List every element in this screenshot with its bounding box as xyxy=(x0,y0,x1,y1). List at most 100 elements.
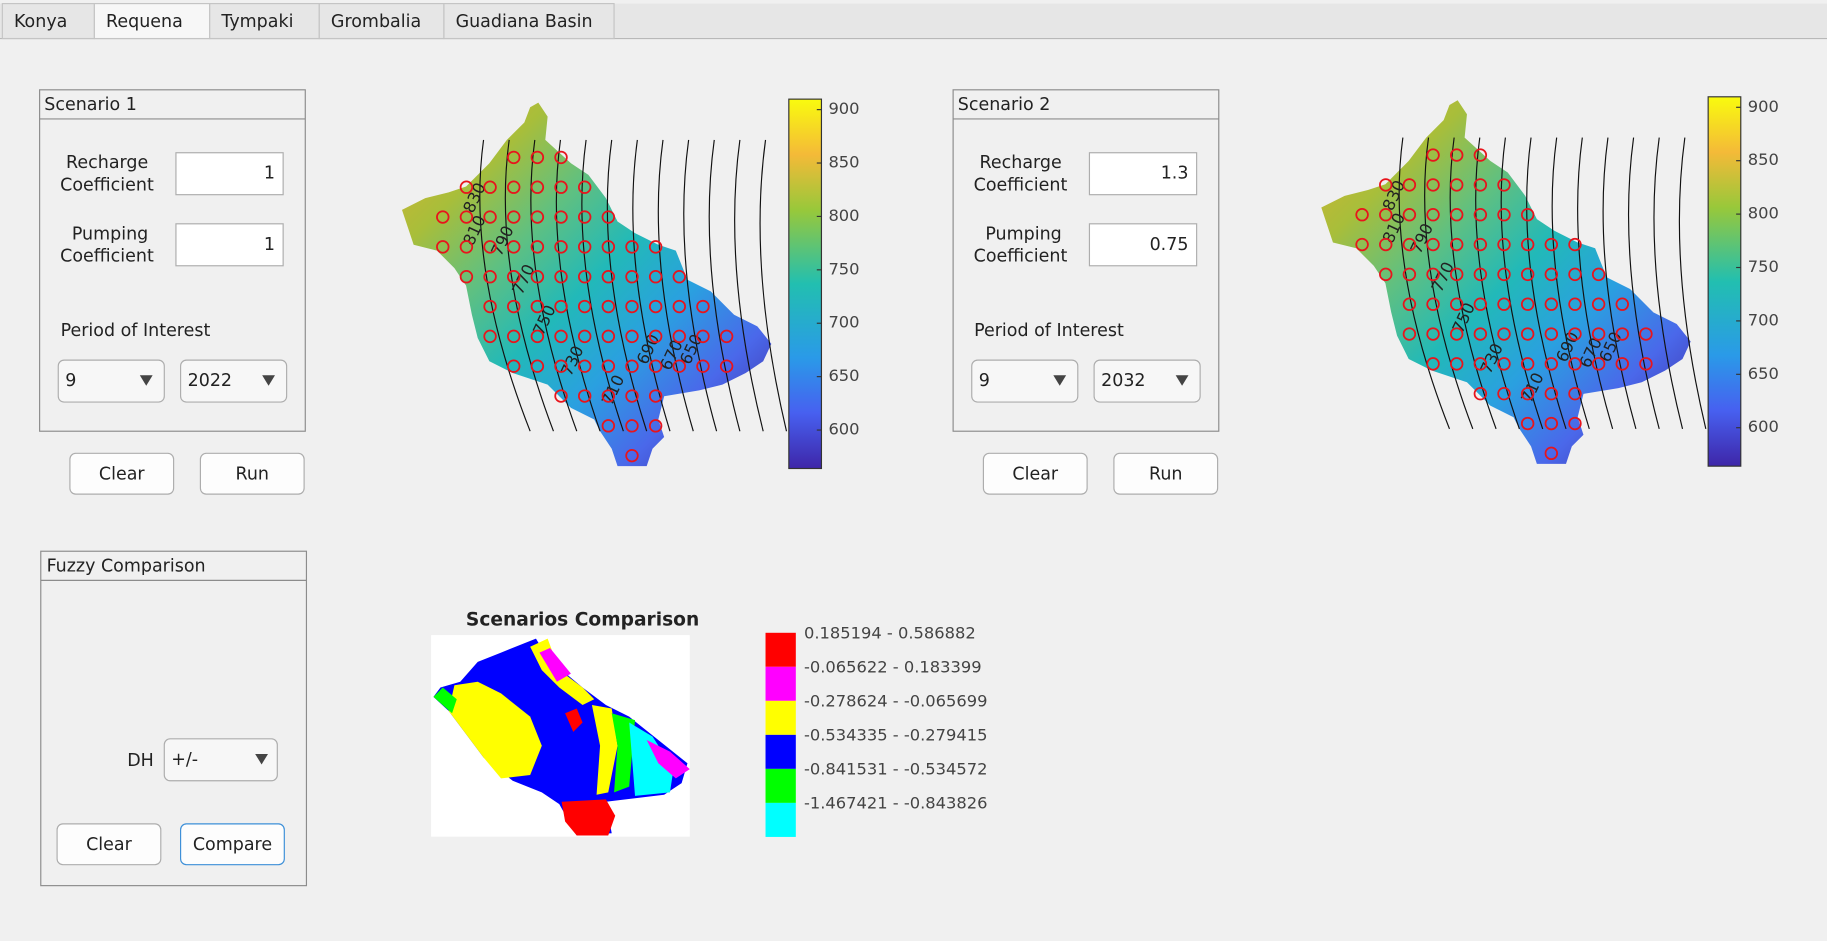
dh-dropdown[interactable] xyxy=(163,738,278,782)
well-marker xyxy=(1544,357,1559,371)
aquifer-map xyxy=(401,102,772,467)
contour-line xyxy=(683,139,718,432)
contour-line xyxy=(530,139,578,432)
button-label: Clear xyxy=(1012,464,1059,484)
year-dropdown[interactable] xyxy=(1093,359,1201,403)
well-marker xyxy=(696,299,710,314)
dropdown-arrow xyxy=(255,753,268,765)
year-dropdown[interactable] xyxy=(180,359,288,403)
contour-line xyxy=(606,139,648,432)
pumping-input[interactable] xyxy=(175,223,284,267)
contour-line xyxy=(1653,137,1684,430)
pumping-input[interactable] xyxy=(1088,223,1198,267)
well-marker xyxy=(507,270,521,284)
dropdown-arrow xyxy=(262,375,275,386)
well-marker xyxy=(625,389,639,403)
recharge-input[interactable] xyxy=(175,152,284,196)
tab-label: Guadiana Basin xyxy=(456,12,593,32)
well-marker xyxy=(1544,327,1559,341)
legend-label: -0.534335 - -0.279415 xyxy=(804,726,988,745)
well-marker xyxy=(1379,267,1393,282)
month-dropdown[interactable] xyxy=(971,359,1079,403)
contour-line xyxy=(1526,137,1567,430)
month-dropdown[interactable] xyxy=(57,359,165,403)
button-label: Clear xyxy=(99,464,146,484)
period-label: Period of Interest xyxy=(974,321,1124,341)
tab[interactable] xyxy=(1,3,95,40)
well-marker xyxy=(554,270,568,284)
panel-title: Fuzzy Comparison xyxy=(47,556,206,576)
well-marker xyxy=(1473,357,1488,371)
well-marker xyxy=(625,359,639,373)
well-marker xyxy=(483,329,497,344)
colorbar-tick-label: 750 xyxy=(828,259,859,278)
clear-button[interactable] xyxy=(56,823,162,866)
colorbar-tick-label: 700 xyxy=(828,313,859,332)
well-marker xyxy=(1591,327,1606,341)
well-marker xyxy=(1379,178,1393,192)
well-marker xyxy=(1473,386,1488,401)
well-marker xyxy=(1450,237,1464,252)
well-marker xyxy=(1450,357,1464,371)
recharge-input[interactable] xyxy=(1088,152,1198,196)
well-marker xyxy=(577,389,592,403)
well-marker xyxy=(1544,416,1559,431)
well-marker xyxy=(1355,208,1369,222)
well-marker xyxy=(483,210,497,224)
well-marker xyxy=(672,270,686,284)
colorbar-tick-label: 650 xyxy=(1748,364,1779,383)
well-marker xyxy=(648,299,663,314)
well-marker xyxy=(483,299,497,314)
well-marker xyxy=(1568,327,1582,341)
well-marker xyxy=(459,270,474,284)
clear-button[interactable] xyxy=(69,452,175,495)
tab[interactable] xyxy=(93,3,211,40)
well-marker xyxy=(507,240,521,254)
well-marker xyxy=(1520,297,1535,311)
clear-button[interactable] xyxy=(982,452,1088,495)
year-value: 2032 xyxy=(1101,371,1145,391)
tab[interactable] xyxy=(443,3,615,40)
colorbar-tick-label: 800 xyxy=(1748,204,1779,223)
well-marker xyxy=(1544,297,1559,311)
well-marker xyxy=(672,329,686,344)
map-2: 8308107907707507307106906706509008508007… xyxy=(1321,96,1779,467)
contour-line xyxy=(555,139,601,432)
well-marker xyxy=(601,240,616,254)
button-label: Run xyxy=(1149,464,1183,484)
month-value: 9 xyxy=(979,371,990,391)
well-marker xyxy=(672,359,686,373)
compare-button[interactable] xyxy=(180,823,285,866)
recharge-value: 1 xyxy=(264,164,275,184)
contour-line xyxy=(708,139,741,432)
well-marker xyxy=(530,299,545,314)
well-marker xyxy=(1355,237,1369,252)
scenario-1: Scenario 1 Recharge Coefficient 1 Pumping C… xyxy=(39,89,306,495)
well-marker xyxy=(648,270,663,284)
field-label: Recharge Coefficient xyxy=(974,153,1068,195)
tab[interactable] xyxy=(209,3,320,40)
well-marker xyxy=(719,329,734,344)
colorbar-tick-label: 750 xyxy=(1748,257,1779,276)
well-marker xyxy=(1473,237,1488,252)
well-marker xyxy=(1544,386,1559,401)
well-marker xyxy=(554,389,568,403)
colorbar-tick-label: 600 xyxy=(1748,417,1779,436)
well-marker xyxy=(577,299,592,314)
run-button[interactable] xyxy=(199,452,305,495)
legend-swatch xyxy=(765,734,796,769)
well-marker xyxy=(1520,386,1535,401)
run-button[interactable] xyxy=(1113,452,1219,495)
legend-swatch xyxy=(765,768,796,803)
well-marker xyxy=(1473,208,1488,222)
contour-line xyxy=(632,139,671,432)
well-marker xyxy=(625,299,639,314)
well-marker xyxy=(1520,357,1535,371)
well-marker xyxy=(1426,357,1440,371)
tab[interactable] xyxy=(318,3,445,40)
contour-line xyxy=(1500,137,1544,430)
comparison-title: Scenarios Comparison xyxy=(466,609,699,630)
well-marker xyxy=(1450,208,1464,222)
